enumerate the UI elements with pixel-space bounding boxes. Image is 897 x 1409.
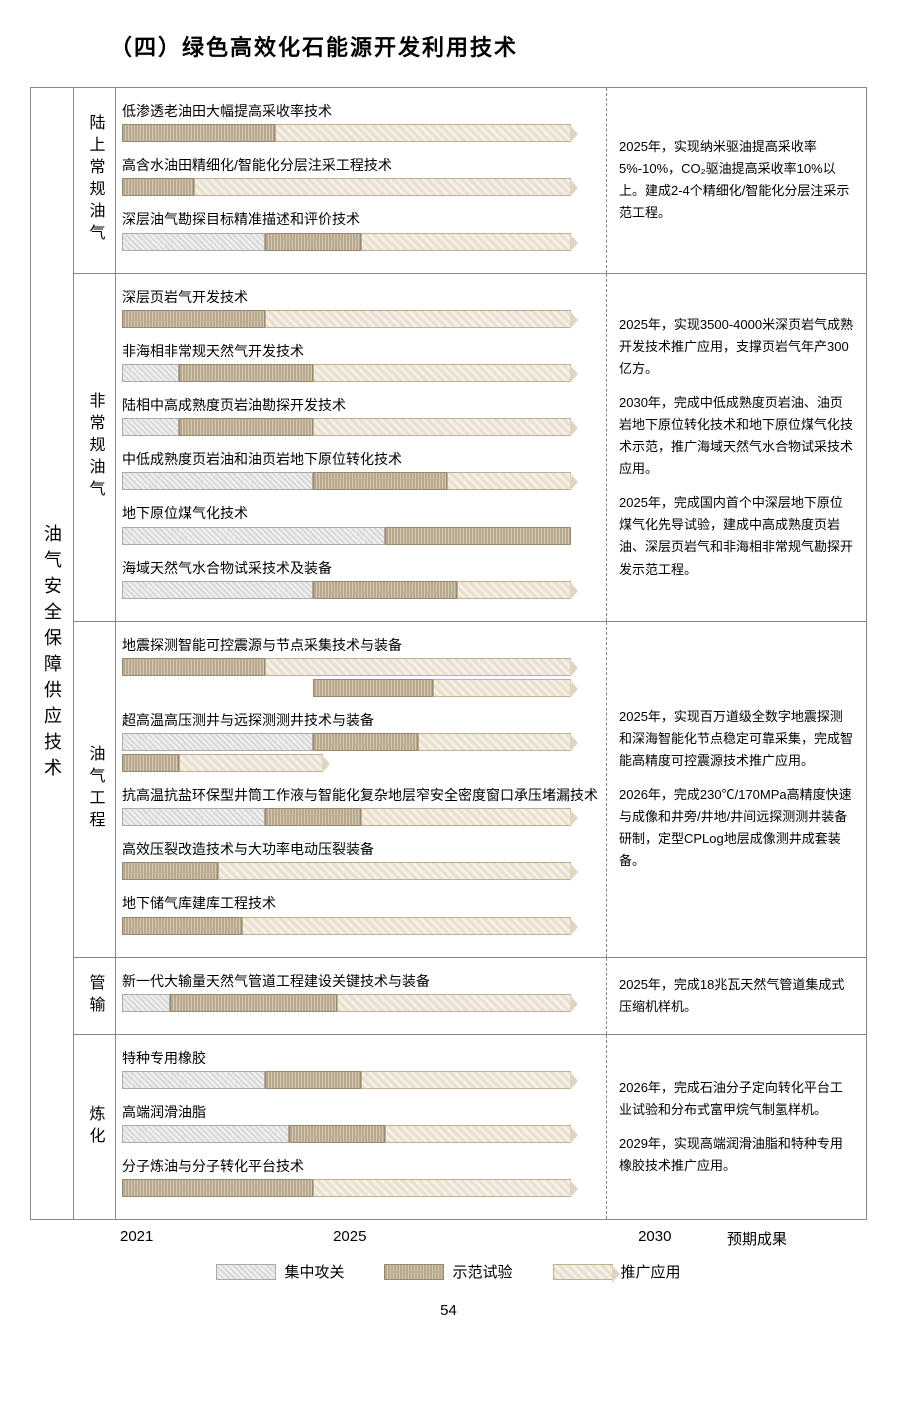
- gantt-bar: [122, 1071, 600, 1089]
- gantt-bar: [122, 178, 600, 196]
- gantt-bar: [122, 679, 600, 697]
- tech-title: 高含水油田精细化/智能化分层注采工程技术: [122, 156, 600, 174]
- tech-title: 海域天然气水合物试采技术及装备: [122, 559, 600, 577]
- tech-title: 地下储气库建库工程技术: [122, 894, 600, 912]
- page-number: 54: [30, 1302, 867, 1319]
- year-2025: 2025: [226, 1228, 473, 1249]
- gantt-bar: [122, 364, 600, 382]
- gantt-bar: [122, 527, 600, 545]
- gantt-bar: [122, 1125, 600, 1143]
- gantt-bar: [122, 581, 600, 599]
- tech-title: 抗高温抗盐环保型井筒工作液与智能化复杂地层窄安全密度窗口承压堵漏技术: [122, 786, 600, 804]
- category-label: 炼化: [74, 1035, 116, 1220]
- tech-title: 高端润滑油脂: [122, 1103, 600, 1121]
- category-label: 油气工程: [74, 622, 116, 957]
- gantt-bar: [122, 1179, 600, 1197]
- tech-title: 地下原位煤气化技术: [122, 504, 600, 522]
- gantt-bar: [122, 310, 600, 328]
- legend-item: 集中攻关: [216, 1261, 344, 1282]
- gantt-bar: [122, 808, 600, 826]
- tech-title: 地震探测智能可控震源与节点采集技术与装备: [122, 636, 600, 654]
- expected-results: 2025年，完成18兆瓦天然气管道集成式压缩机样机。: [606, 958, 866, 1034]
- main-category-label: 油气安全保障供应技术: [31, 88, 74, 1219]
- tech-title: 中低成熟度页岩油和油页岩地下原位转化技术: [122, 450, 600, 468]
- gantt-bar: [122, 658, 600, 676]
- gantt-bar: [122, 754, 600, 772]
- gantt-bar: [122, 733, 600, 751]
- legend-item: 示范试验: [384, 1261, 512, 1282]
- gantt-bar: [122, 994, 600, 1012]
- category-label: 管输: [74, 958, 116, 1034]
- year-2030: 2030: [473, 1228, 671, 1249]
- tech-title: 超高温高压测井与远探测测井技术与装备: [122, 711, 600, 729]
- timeline-axis: 2021 2025 2030 预期成果: [120, 1228, 827, 1249]
- tech-title: 陆相中高成熟度页岩油勘探开发技术: [122, 396, 600, 414]
- expected-results: 2025年，实现3500-4000米深页岩气成熟开发技术推广应用，支撑页岩气年产…: [606, 274, 866, 621]
- category-label: 非常规油气: [74, 274, 116, 621]
- expected-results: 2025年，实现纳米驱油提高采收率5%-10%，CO₂驱油提高采收率10%以上。…: [606, 88, 866, 273]
- gantt-bar: [122, 862, 600, 880]
- tech-title: 深层油气勘探目标精准描述和评价技术: [122, 210, 600, 228]
- gantt-bar: [122, 917, 600, 935]
- expected-results: 2025年，实现百万道级全数字地震探测和深海智能化节点稳定可靠采集，完成智能高精…: [606, 622, 866, 957]
- expected-results: 2026年，完成石油分子定向转化平台工业试验和分布式富甲烷气制氢样机。2029年…: [606, 1035, 866, 1220]
- gantt-bar: [122, 472, 600, 490]
- category-label: 陆上常规油气: [74, 88, 116, 273]
- tech-title: 特种专用橡胶: [122, 1049, 600, 1067]
- gantt-bar: [122, 124, 600, 142]
- page-title: （四）绿色高效化石能源开发利用技术: [110, 30, 867, 62]
- gantt-bar: [122, 233, 600, 251]
- tech-title: 高效压裂改造技术与大功率电动压裂装备: [122, 840, 600, 858]
- legend: 集中攻关 示范试验 推广应用: [30, 1261, 867, 1282]
- legend-item: 推广应用: [553, 1261, 681, 1282]
- tech-title: 低渗透老油田大幅提高采收率技术: [122, 102, 600, 120]
- results-header: 预期成果: [671, 1228, 827, 1249]
- tech-title: 非海相非常规天然气开发技术: [122, 342, 600, 360]
- year-2021: 2021: [120, 1228, 226, 1249]
- gantt-bar: [122, 418, 600, 436]
- roadmap-table: 油气安全保障供应技术 陆上常规油气低渗透老油田大幅提高采收率技术高含水油田精细化…: [30, 87, 867, 1220]
- tech-title: 新一代大输量天然气管道工程建设关键技术与装备: [122, 972, 600, 990]
- tech-title: 分子炼油与分子转化平台技术: [122, 1157, 600, 1175]
- tech-title: 深层页岩气开发技术: [122, 288, 600, 306]
